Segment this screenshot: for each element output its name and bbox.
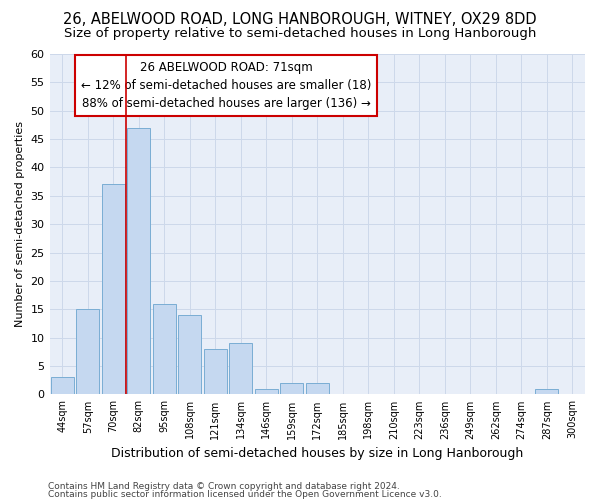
Text: Contains HM Land Registry data © Crown copyright and database right 2024.: Contains HM Land Registry data © Crown c… (48, 482, 400, 491)
Text: Contains public sector information licensed under the Open Government Licence v3: Contains public sector information licen… (48, 490, 442, 499)
Text: 26 ABELWOOD ROAD: 71sqm
← 12% of semi-detached houses are smaller (18)
88% of se: 26 ABELWOOD ROAD: 71sqm ← 12% of semi-de… (81, 61, 371, 110)
Bar (76, 310, 99, 394)
Text: Size of property relative to semi-detached houses in Long Hanborough: Size of property relative to semi-detach… (64, 28, 536, 40)
X-axis label: Distribution of semi-detached houses by size in Long Hanborough: Distribution of semi-detached houses by … (111, 447, 523, 460)
Bar (280, 383, 303, 394)
Bar (229, 344, 252, 394)
Bar (178, 315, 201, 394)
Bar (535, 389, 558, 394)
Y-axis label: Number of semi-detached properties: Number of semi-detached properties (15, 121, 25, 327)
Bar (127, 128, 150, 394)
Bar (51, 378, 74, 394)
Bar (306, 383, 329, 394)
Bar (102, 184, 125, 394)
Bar (153, 304, 176, 394)
Text: 26, ABELWOOD ROAD, LONG HANBOROUGH, WITNEY, OX29 8DD: 26, ABELWOOD ROAD, LONG HANBOROUGH, WITN… (63, 12, 537, 28)
Bar (255, 389, 278, 394)
Bar (204, 349, 227, 395)
